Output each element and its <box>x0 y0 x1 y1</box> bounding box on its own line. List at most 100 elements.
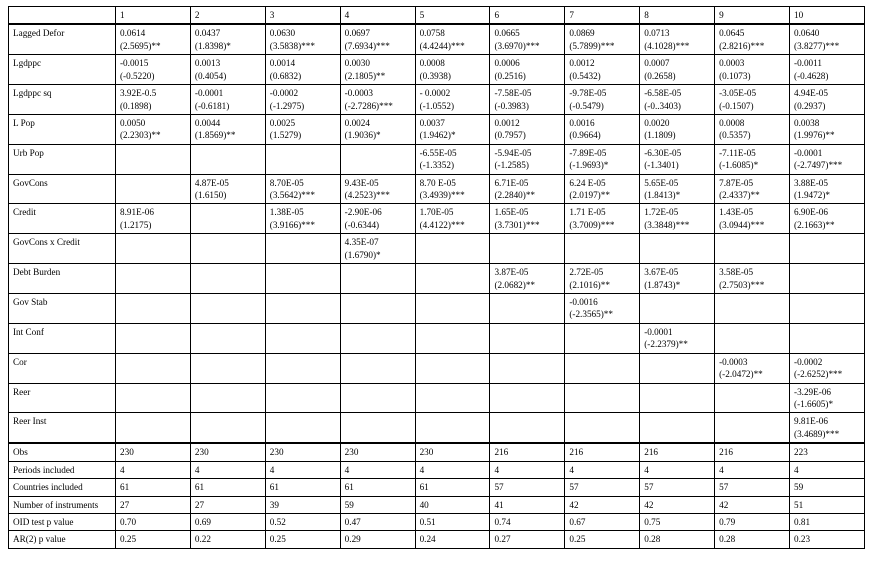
coef-tstat: (-0..3403) <box>644 100 710 112</box>
coef-tstat: (4.4122)*** <box>420 219 486 231</box>
summary-value: 42 <box>715 496 790 513</box>
coef-cell: 0.0008(0.5357) <box>715 114 790 144</box>
summary-value: 57 <box>715 479 790 496</box>
coef-cell: 0.0025(1.5279) <box>265 114 340 144</box>
table-row: Lgdppc sq3.92E-0.5(0.1898)-0.0001(-0.618… <box>9 85 865 115</box>
coef-tstat: (-0.1507) <box>719 100 785 112</box>
coef-value: 0.0025 <box>270 118 295 128</box>
coef-tstat: (-1.6085)* <box>719 159 785 171</box>
coef-cell: 0.0007(0.2658) <box>640 55 715 85</box>
coef-cell: -3.29E-06(-1.6605)* <box>790 383 865 413</box>
coef-cell: 1.70E-05(4.4122)*** <box>415 204 490 234</box>
coef-value: -9.78E-05 <box>569 88 606 98</box>
coef-tstat: (-0.6344) <box>345 219 411 231</box>
coef-tstat: (-0.4628) <box>794 70 860 82</box>
summary-value: 51 <box>790 496 865 513</box>
summary-value: 4 <box>265 461 340 478</box>
summary-value: 0.27 <box>490 531 565 548</box>
coef-cell: 0.0014(0.6832) <box>265 55 340 85</box>
coef-cell <box>116 234 191 264</box>
summary-value: 39 <box>265 496 340 513</box>
table-row: Reer Inst9.81E-06(3.4689)*** <box>9 413 865 443</box>
coef-tstat: (1.6150) <box>195 189 261 201</box>
coef-cell: - 0.0002(-1.0552) <box>415 85 490 115</box>
variable-name: Credit <box>9 204 116 234</box>
summary-value: 230 <box>265 443 340 461</box>
summary-value: 0.79 <box>715 513 790 530</box>
coef-tstat: (3.7301)*** <box>494 219 560 231</box>
coef-cell: 8.70 E-05(3.4939)*** <box>415 174 490 204</box>
coef-cell <box>340 264 415 294</box>
coef-cell: -0.0001(-2.2379)** <box>640 323 715 353</box>
coef-value: 0.0008 <box>719 118 744 128</box>
coef-tstat: (-0.5479) <box>569 100 635 112</box>
coef-cell <box>490 353 565 383</box>
column-header: 3 <box>265 7 340 25</box>
coef-value: 1.71 E-05 <box>569 207 605 217</box>
summary-value: 0.74 <box>490 513 565 530</box>
summary-value: 57 <box>640 479 715 496</box>
coef-tstat: (1.8569)** <box>195 129 261 141</box>
coef-cell <box>490 234 565 264</box>
coef-cell <box>715 413 790 443</box>
table-row: GovCons4.87E-05(1.6150)8.70E-05(3.5642)*… <box>9 174 865 204</box>
coef-value: -0.0015 <box>120 58 148 68</box>
coef-cell <box>190 323 265 353</box>
coef-value: 6.90E-06 <box>794 207 828 217</box>
coef-cell <box>340 323 415 353</box>
summary-row: OID test p value0.700.690.520.470.510.74… <box>9 513 865 530</box>
coef-tstat: (0.5357) <box>719 129 785 141</box>
table-row: L Pop0.0050(2.2303)**0.0044(1.8569)**0.0… <box>9 114 865 144</box>
coef-cell: 0.0630(3.5838)*** <box>265 24 340 54</box>
table-row: Reer-3.29E-06(-1.6605)* <box>9 383 865 413</box>
coef-cell: 0.0640(3.8277)*** <box>790 24 865 54</box>
coef-value: -7.11E-05 <box>719 148 756 158</box>
summary-value: 223 <box>790 443 865 461</box>
coef-tstat: (3.5838)*** <box>270 40 336 52</box>
summary-value: 57 <box>490 479 565 496</box>
coef-tstat: (0.2658) <box>644 70 710 82</box>
summary-value: 59 <box>340 496 415 513</box>
summary-value: 0.51 <box>415 513 490 530</box>
coef-cell <box>265 383 340 413</box>
summary-row: Number of instruments2727395940414242425… <box>9 496 865 513</box>
coef-cell: -0.0002(-1.2975) <box>265 85 340 115</box>
coef-cell: 6.71E-05(2.2840)** <box>490 174 565 204</box>
variable-name: Lgdppc sq <box>9 85 116 115</box>
coef-cell <box>190 204 265 234</box>
coef-cell <box>190 413 265 443</box>
coef-tstat: (2.4337)** <box>719 189 785 201</box>
coef-cell: 4.94E-05(0.2937) <box>790 85 865 115</box>
coef-cell: -6.30E-05(-1.3401) <box>640 144 715 174</box>
coef-value: 3.58E-05 <box>719 267 753 277</box>
coef-value: 0.0030 <box>345 58 370 68</box>
coef-value: 0.0008 <box>420 58 445 68</box>
coef-value: 0.0758 <box>420 28 445 38</box>
summary-value: 61 <box>340 479 415 496</box>
coef-value: 3.87E-05 <box>494 267 528 277</box>
coef-value: 1.65E-05 <box>494 207 528 217</box>
summary-value: 0.28 <box>640 531 715 548</box>
coef-cell: 0.0037(1.9462)* <box>415 114 490 144</box>
table-row: Urb Pop-6.55E-05(-1.3352)-5.94E-05(-1.25… <box>9 144 865 174</box>
coef-tstat: (3.5642)*** <box>270 189 336 201</box>
coef-value: 0.0014 <box>270 58 295 68</box>
coef-cell <box>715 294 790 324</box>
coef-tstat: (3.7009)*** <box>569 219 635 231</box>
summary-value: 0.81 <box>790 513 865 530</box>
coef-value: -0.0001 <box>644 327 672 337</box>
summary-value: 42 <box>640 496 715 513</box>
coef-tstat: (-1.2975) <box>270 100 336 112</box>
coef-value: 0.0665 <box>494 28 519 38</box>
table-row: Int Conf-0.0001(-2.2379)** <box>9 323 865 353</box>
coef-tstat: (-1.3401) <box>644 159 710 171</box>
summary-row: Obs230230230230230216216216216223 <box>9 443 865 461</box>
column-header: 10 <box>790 7 865 25</box>
coef-cell: 0.0003(0.1073) <box>715 55 790 85</box>
summary-value: 0.67 <box>565 513 640 530</box>
coef-cell: -7.58E-05(-0.3983) <box>490 85 565 115</box>
summary-value: 0.70 <box>116 513 191 530</box>
header-blank <box>9 7 116 25</box>
column-header: 5 <box>415 7 490 25</box>
coef-value: -0.0016 <box>569 297 597 307</box>
